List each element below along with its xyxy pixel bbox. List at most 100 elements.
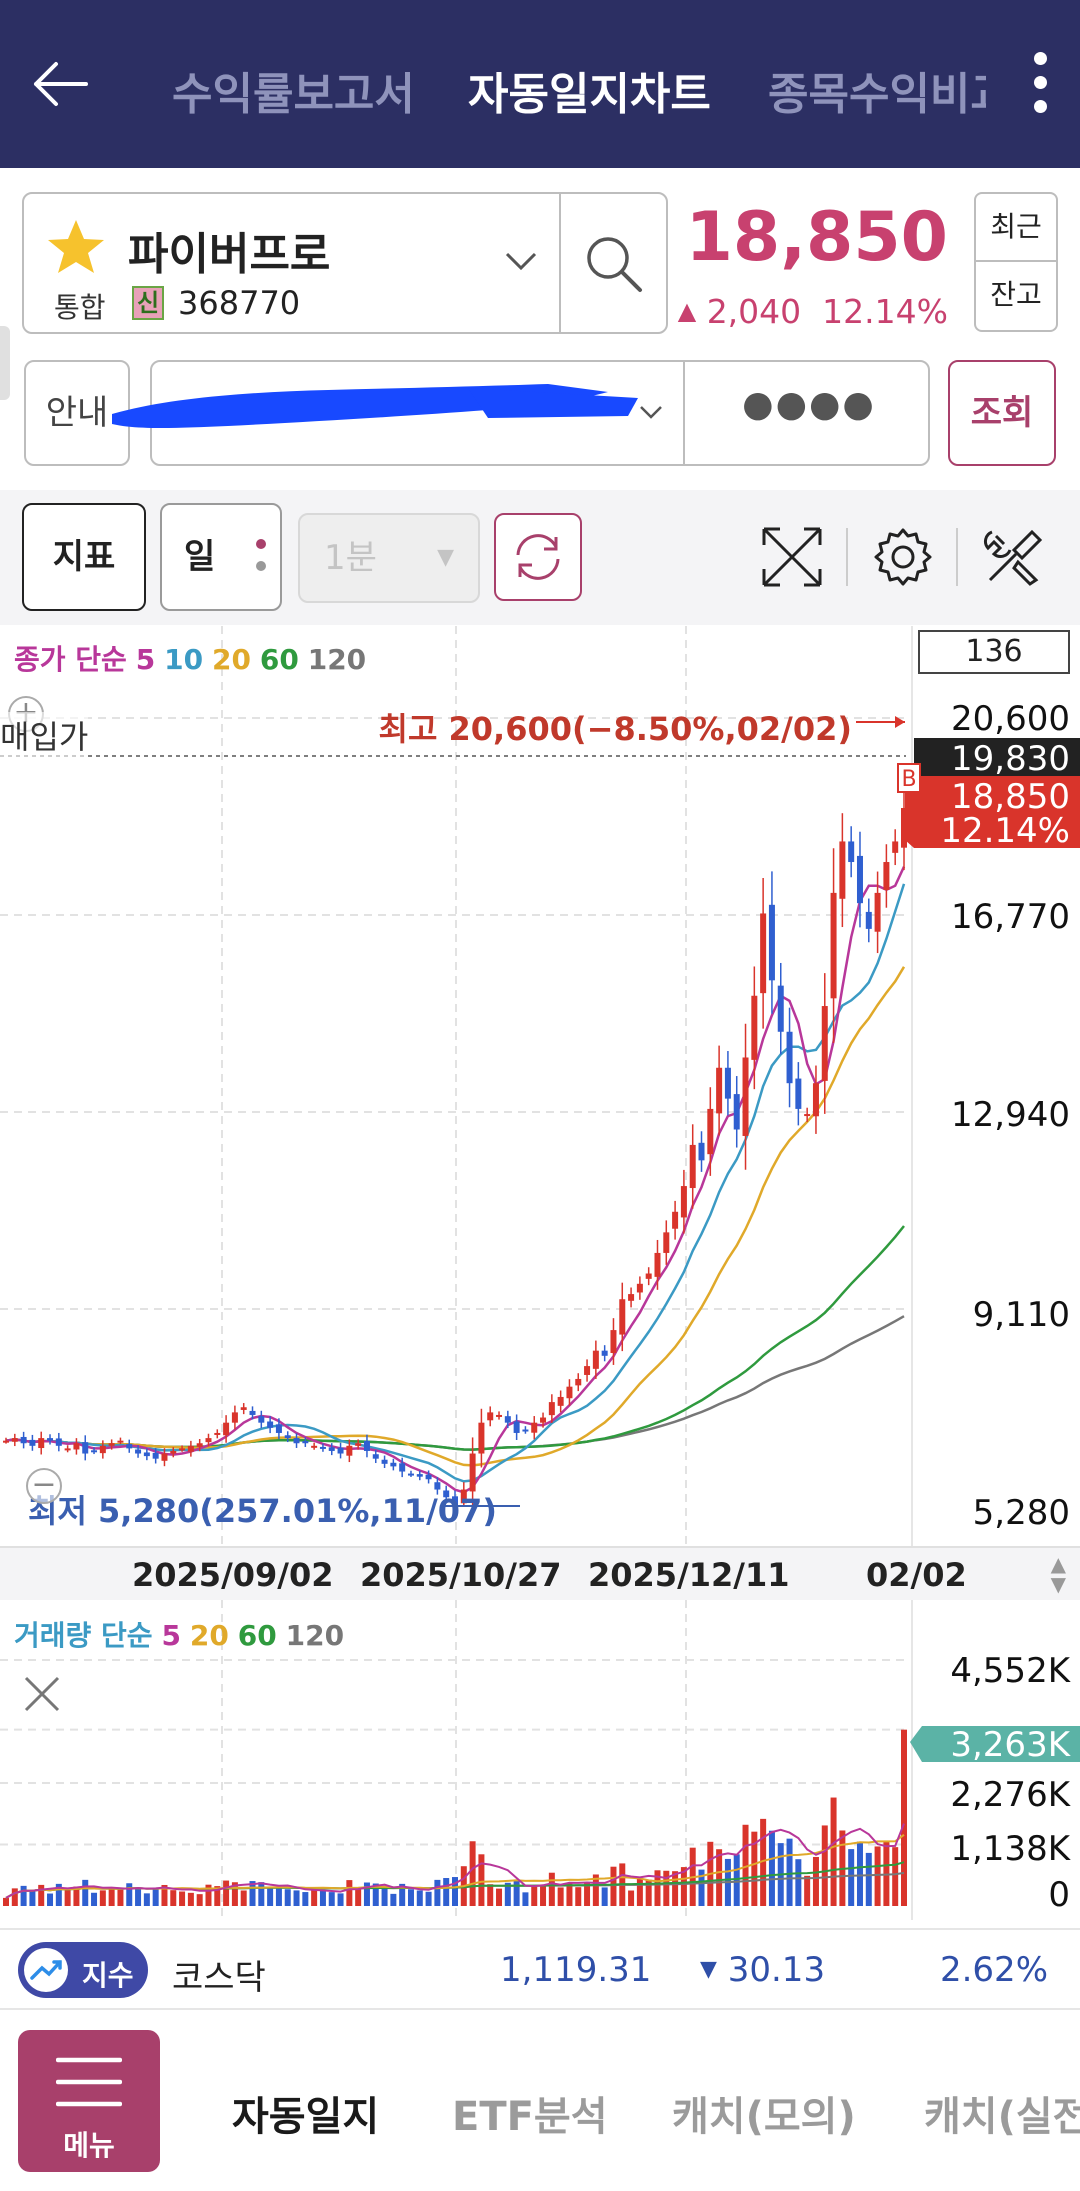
volume-bar [663, 1870, 670, 1906]
tools-icon[interactable] [982, 526, 1044, 588]
candle-body [821, 1006, 828, 1081]
candle-body [64, 1448, 71, 1451]
index-badge[interactable]: 지수 [18, 1942, 148, 1998]
volume-legend[interactable]: 거래량 단순 5 20 60 120 [14, 1614, 344, 1654]
index-ticker[interactable]: 지수 코스닥 1,119.31 ▼ 30.13 2.62% [0, 1928, 1080, 2010]
side-drawer-handle[interactable] [0, 326, 10, 400]
visible-count-box[interactable]: 136 [918, 630, 1070, 674]
volume-bar [601, 1887, 608, 1906]
chevron-down-icon[interactable] [504, 250, 538, 272]
balance-button[interactable]: 잔고 [974, 262, 1058, 332]
volume-bar [99, 1890, 106, 1906]
volume-bar [407, 1889, 414, 1906]
bottom-nav: 메뉴 자동일지 ETF분석 캐치(모의) 캐치(실전) [0, 2012, 1080, 2191]
stock-selector[interactable] [22, 192, 668, 334]
recent-button[interactable]: 최근 [974, 192, 1058, 262]
candle-body [231, 1412, 238, 1423]
indicator-button[interactable]: 지표 [22, 503, 146, 611]
volume-bar [760, 1818, 767, 1906]
candle-body [865, 911, 872, 929]
menu-button[interactable]: 메뉴 [18, 2030, 160, 2172]
candle-body [223, 1422, 230, 1436]
fullscreen-icon[interactable] [760, 525, 824, 589]
candle-body [628, 1294, 635, 1301]
candle-body [848, 841, 855, 863]
ma-legend[interactable]: 종가 단순 5 10 20 60 120 [14, 638, 366, 678]
candle-body [856, 855, 863, 904]
ma20-label: 20 [211, 643, 251, 676]
candle-body [452, 1496, 458, 1506]
settings-gear-icon[interactable] [872, 526, 934, 588]
volume-bar [117, 1889, 124, 1906]
candle-body [82, 1442, 89, 1454]
volume-bar [848, 1849, 855, 1906]
index-badge-label: 지수 [82, 1959, 134, 1992]
volume-legend-title: 거래량 단순 [14, 1619, 153, 1652]
ma120-label: 120 [307, 643, 367, 676]
avg-price-value: 19,830 [951, 739, 1070, 779]
resize-handle-icon[interactable]: ▲ ▼ [1050, 1552, 1066, 1596]
back-arrow-icon[interactable] [28, 52, 92, 116]
refresh-button[interactable] [494, 513, 582, 601]
volume-bar [856, 1841, 863, 1906]
more-menu-icon[interactable] [1030, 52, 1050, 120]
vol-ma120-label: 120 [285, 1619, 345, 1652]
volume-bar [381, 1888, 388, 1906]
volume-bar [742, 1824, 749, 1906]
volume-bar [513, 1880, 520, 1906]
account-chevron-icon[interactable] [638, 404, 664, 422]
zoom-out-icon[interactable]: − [26, 1468, 62, 1504]
password-field[interactable]: ●●●● [742, 384, 876, 425]
candle-body [830, 892, 837, 999]
vol-y-tick: 2,276K [950, 1775, 1071, 1815]
nav-auto-journal[interactable]: 자동일지 [232, 2094, 380, 2140]
nav-etf-analysis[interactable]: ETF분석 [452, 2094, 608, 2140]
volume-bar [804, 1875, 811, 1906]
volume-bar [522, 1892, 529, 1906]
candle-body [355, 1443, 362, 1446]
volume-bar [355, 1888, 362, 1906]
period-button[interactable]: 일 [160, 503, 282, 611]
candle-body [892, 841, 899, 853]
index-value: 1,119.31 [500, 1950, 652, 1990]
search-icon[interactable] [582, 232, 646, 296]
dropdown-triangle-icon: ▼ [437, 545, 454, 570]
candle-body [689, 1144, 696, 1189]
query-button[interactable]: 조회 [948, 360, 1056, 466]
candle-body [663, 1232, 670, 1253]
candle-body [619, 1299, 626, 1335]
candle-body [760, 913, 767, 994]
volume-bar [187, 1892, 194, 1906]
candle-body [443, 1490, 450, 1498]
candle-body [566, 1386, 573, 1399]
y-tick-label: 9,110 [973, 1295, 1070, 1335]
buy-marker-label: B [901, 767, 916, 792]
volume-bar [223, 1880, 230, 1906]
nav-catch-mock[interactable]: 캐치(모의) [672, 2094, 856, 2140]
close-icon[interactable] [14, 1666, 70, 1722]
volume-bar [892, 1847, 899, 1906]
tab-auto-journal-chart[interactable]: 자동일지차트 [468, 69, 711, 120]
candle-body [117, 1440, 124, 1443]
tab-stock-return-compare[interactable]: 종목수익비교 [768, 69, 986, 120]
favorite-star-icon[interactable] [46, 218, 106, 276]
change-percent: 12.14% [822, 292, 948, 331]
nav-catch-real[interactable]: 캐치(실전) [924, 2094, 1080, 2140]
price-chart[interactable]: 20,600 19,830 18,850 12.14% 16,770 12,94… [0, 626, 1080, 1546]
tab-return-report[interactable]: 수익률보고서 [172, 69, 415, 120]
vol-ma5-line [5, 1823, 905, 1899]
volume-chart-svg: 4,552K 3,263K 2,276K 1,138K 0 [0, 1600, 1080, 1920]
candle-body [407, 1473, 414, 1476]
volume-bar [443, 1878, 450, 1906]
volume-chart[interactable]: 4,552K 3,263K 2,276K 1,138K 0 거래량 단순 5 2… [0, 1600, 1080, 1920]
candle-body [548, 1402, 555, 1416]
candle-body [284, 1435, 291, 1439]
volume-bar [11, 1888, 18, 1906]
volume-bar [654, 1870, 661, 1906]
candle-body [768, 904, 775, 981]
candle-body [812, 1083, 819, 1117]
ma20-line [5, 966, 906, 1467]
volume-bar [126, 1883, 133, 1906]
info-button[interactable]: 안내 [24, 360, 130, 466]
candle-body [187, 1445, 194, 1452]
